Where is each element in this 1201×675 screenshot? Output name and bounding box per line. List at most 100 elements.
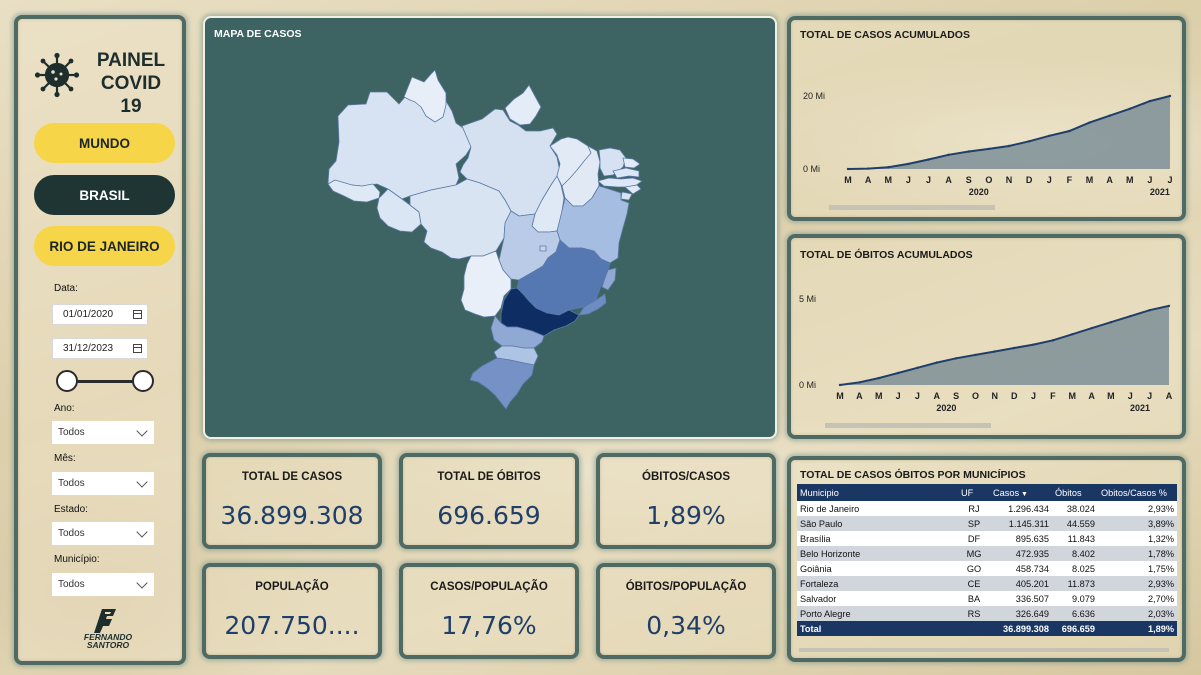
data-point[interactable] [1090,327,1093,330]
slider-handle-start[interactable] [56,370,78,392]
map-state-pr[interactable] [490,315,545,349]
kpi-obitos-populacao: ÓBITOS/POPULAÇÃO 0,34% [596,563,776,659]
filter-label-mes: Mês: [54,453,76,464]
map-state-al[interactable] [624,184,642,195]
data-point[interactable] [1088,121,1091,124]
x-tick-label: F [1050,391,1056,401]
map-state-am[interactable] [327,73,472,200]
table-row[interactable]: Fortaleza CE 405.201 11.873 2,93% [797,576,1177,591]
data-point[interactable] [967,150,970,153]
data-point[interactable] [1167,304,1171,308]
date-end-input[interactable]: 31/12/2023 [52,338,148,359]
table-row[interactable]: São Paulo SP 1.145.311 44.559 3,89% [797,516,1177,531]
data-point[interactable] [1027,140,1031,143]
data-point[interactable] [846,167,850,171]
data-point[interactable] [866,167,870,170]
data-point[interactable] [1148,99,1152,103]
data-point[interactable] [1068,129,1071,133]
data-point[interactable] [1048,134,1051,137]
chevron-down-icon [136,577,148,589]
data-point[interactable] [896,371,900,375]
data-point[interactable] [1013,346,1016,350]
kpi-value: 1,89% [646,501,726,530]
map-state-ap[interactable] [504,84,542,126]
map-state-es[interactable] [601,267,617,291]
date-start-value: 01/01/2020 [63,309,114,320]
col-header-casos[interactable]: Casos ▼ [990,484,1052,501]
table-row[interactable]: Goiânia GO 458.734 8.025 1,75% [797,561,1177,576]
cell-uf: CE [958,576,990,591]
data-point[interactable] [858,381,861,384]
data-point[interactable] [838,383,842,387]
virus-icon [34,52,80,98]
data-point[interactable] [1148,309,1151,312]
table-row[interactable]: Brasília DF 895.635 11.843 1,32% [797,531,1177,546]
data-point[interactable] [887,166,890,169]
col-header-municipio[interactable]: Municipio [797,484,958,501]
map-state-ro[interactable] [376,188,422,233]
filter-dropdown-estado[interactable]: Todos [52,522,154,545]
map-state-rs[interactable] [469,357,535,410]
nav-button-brasil[interactable]: BRASIL [34,175,175,215]
table-row[interactable]: Salvador BA 336.507 9.079 2,70% [797,591,1177,606]
sidebar: PAINEL COVID 19 MUNDO BRASIL RIO DE JANE… [14,15,186,665]
nav-button-mundo[interactable]: MUNDO [34,123,175,163]
data-point[interactable] [1109,321,1113,324]
x-year-label: 2020 [969,187,989,197]
map-state-se[interactable] [620,191,633,201]
data-point[interactable] [1168,94,1172,98]
x-tick-label: A [856,391,863,401]
kpi-value: 17,76% [441,611,537,640]
col-header-obitos[interactable]: Óbitos [1052,484,1098,501]
x-tick-label: M [836,391,844,401]
calendar-icon[interactable] [133,344,142,353]
date-range-slider[interactable] [66,380,144,383]
table-header-row: Municipio UF Casos ▼ Óbitos Obitos/Casos … [797,484,1177,501]
filter-dropdown-mes[interactable]: Todos [52,472,154,495]
y-tick-label: 0 Mi [799,380,816,390]
map-state-rj[interactable] [578,293,607,316]
nav-button-rio-de-janeiro[interactable]: RIO DE JANEIRO [34,226,175,266]
series-area [848,96,1170,169]
map-state-pe[interactable] [597,177,643,188]
map-state-rn[interactable] [622,157,641,169]
table-row[interactable]: Rio de Janeiro RJ 1.296.434 38.024 2,93% [797,501,1177,516]
data-point[interactable] [987,147,991,151]
col-header-uf[interactable]: UF [958,484,990,501]
data-point[interactable] [1032,343,1035,346]
map-state-ms[interactable] [460,250,512,318]
table-row[interactable]: Belo Horizonte MG 472.935 8.402 1,78% [797,546,1177,561]
data-point[interactable] [1007,144,1011,148]
data-point[interactable] [1071,333,1074,336]
data-point[interactable] [927,158,930,161]
map-state-rr[interactable] [403,69,447,123]
filter-dropdown-ano[interactable]: Todos [52,421,154,444]
data-point[interactable] [877,376,880,380]
slider-handle-end[interactable] [132,370,154,392]
map-state-pb[interactable] [612,167,640,179]
filter-dropdown-municipio[interactable]: Todos [52,573,154,596]
data-point[interactable] [947,153,950,156]
map-state-df[interactable] [539,245,547,252]
data-point[interactable] [935,361,938,364]
y-tick-label: 5 Mi [799,294,816,304]
col-header-obitos-casos[interactable]: Obitos/Casos % [1098,484,1177,501]
chart-total-casos: TOTAL DE CASOS ACUMULADOS 0 Mi 20 Mi M A M J J… [787,16,1186,221]
data-point[interactable] [1128,107,1131,111]
data-point[interactable] [1108,114,1111,117]
table-scrollbar[interactable] [799,648,1169,652]
data-point[interactable] [974,353,977,357]
x-tick-label: A [865,175,872,185]
chart-scrollbar[interactable] [825,423,991,428]
map-state-ac[interactable] [327,179,381,203]
data-point[interactable] [993,350,996,353]
calendar-icon[interactable] [133,310,142,319]
data-point[interactable] [907,162,910,166]
table-row[interactable]: Porto Alegre RS 326.649 6.636 2,03% [797,606,1177,621]
data-point[interactable] [954,357,958,360]
data-point[interactable] [1129,315,1132,318]
data-point[interactable] [1051,339,1055,342]
data-point[interactable] [916,366,919,369]
date-start-input[interactable]: 01/01/2020 [52,304,148,325]
chart-scrollbar[interactable] [829,205,995,210]
